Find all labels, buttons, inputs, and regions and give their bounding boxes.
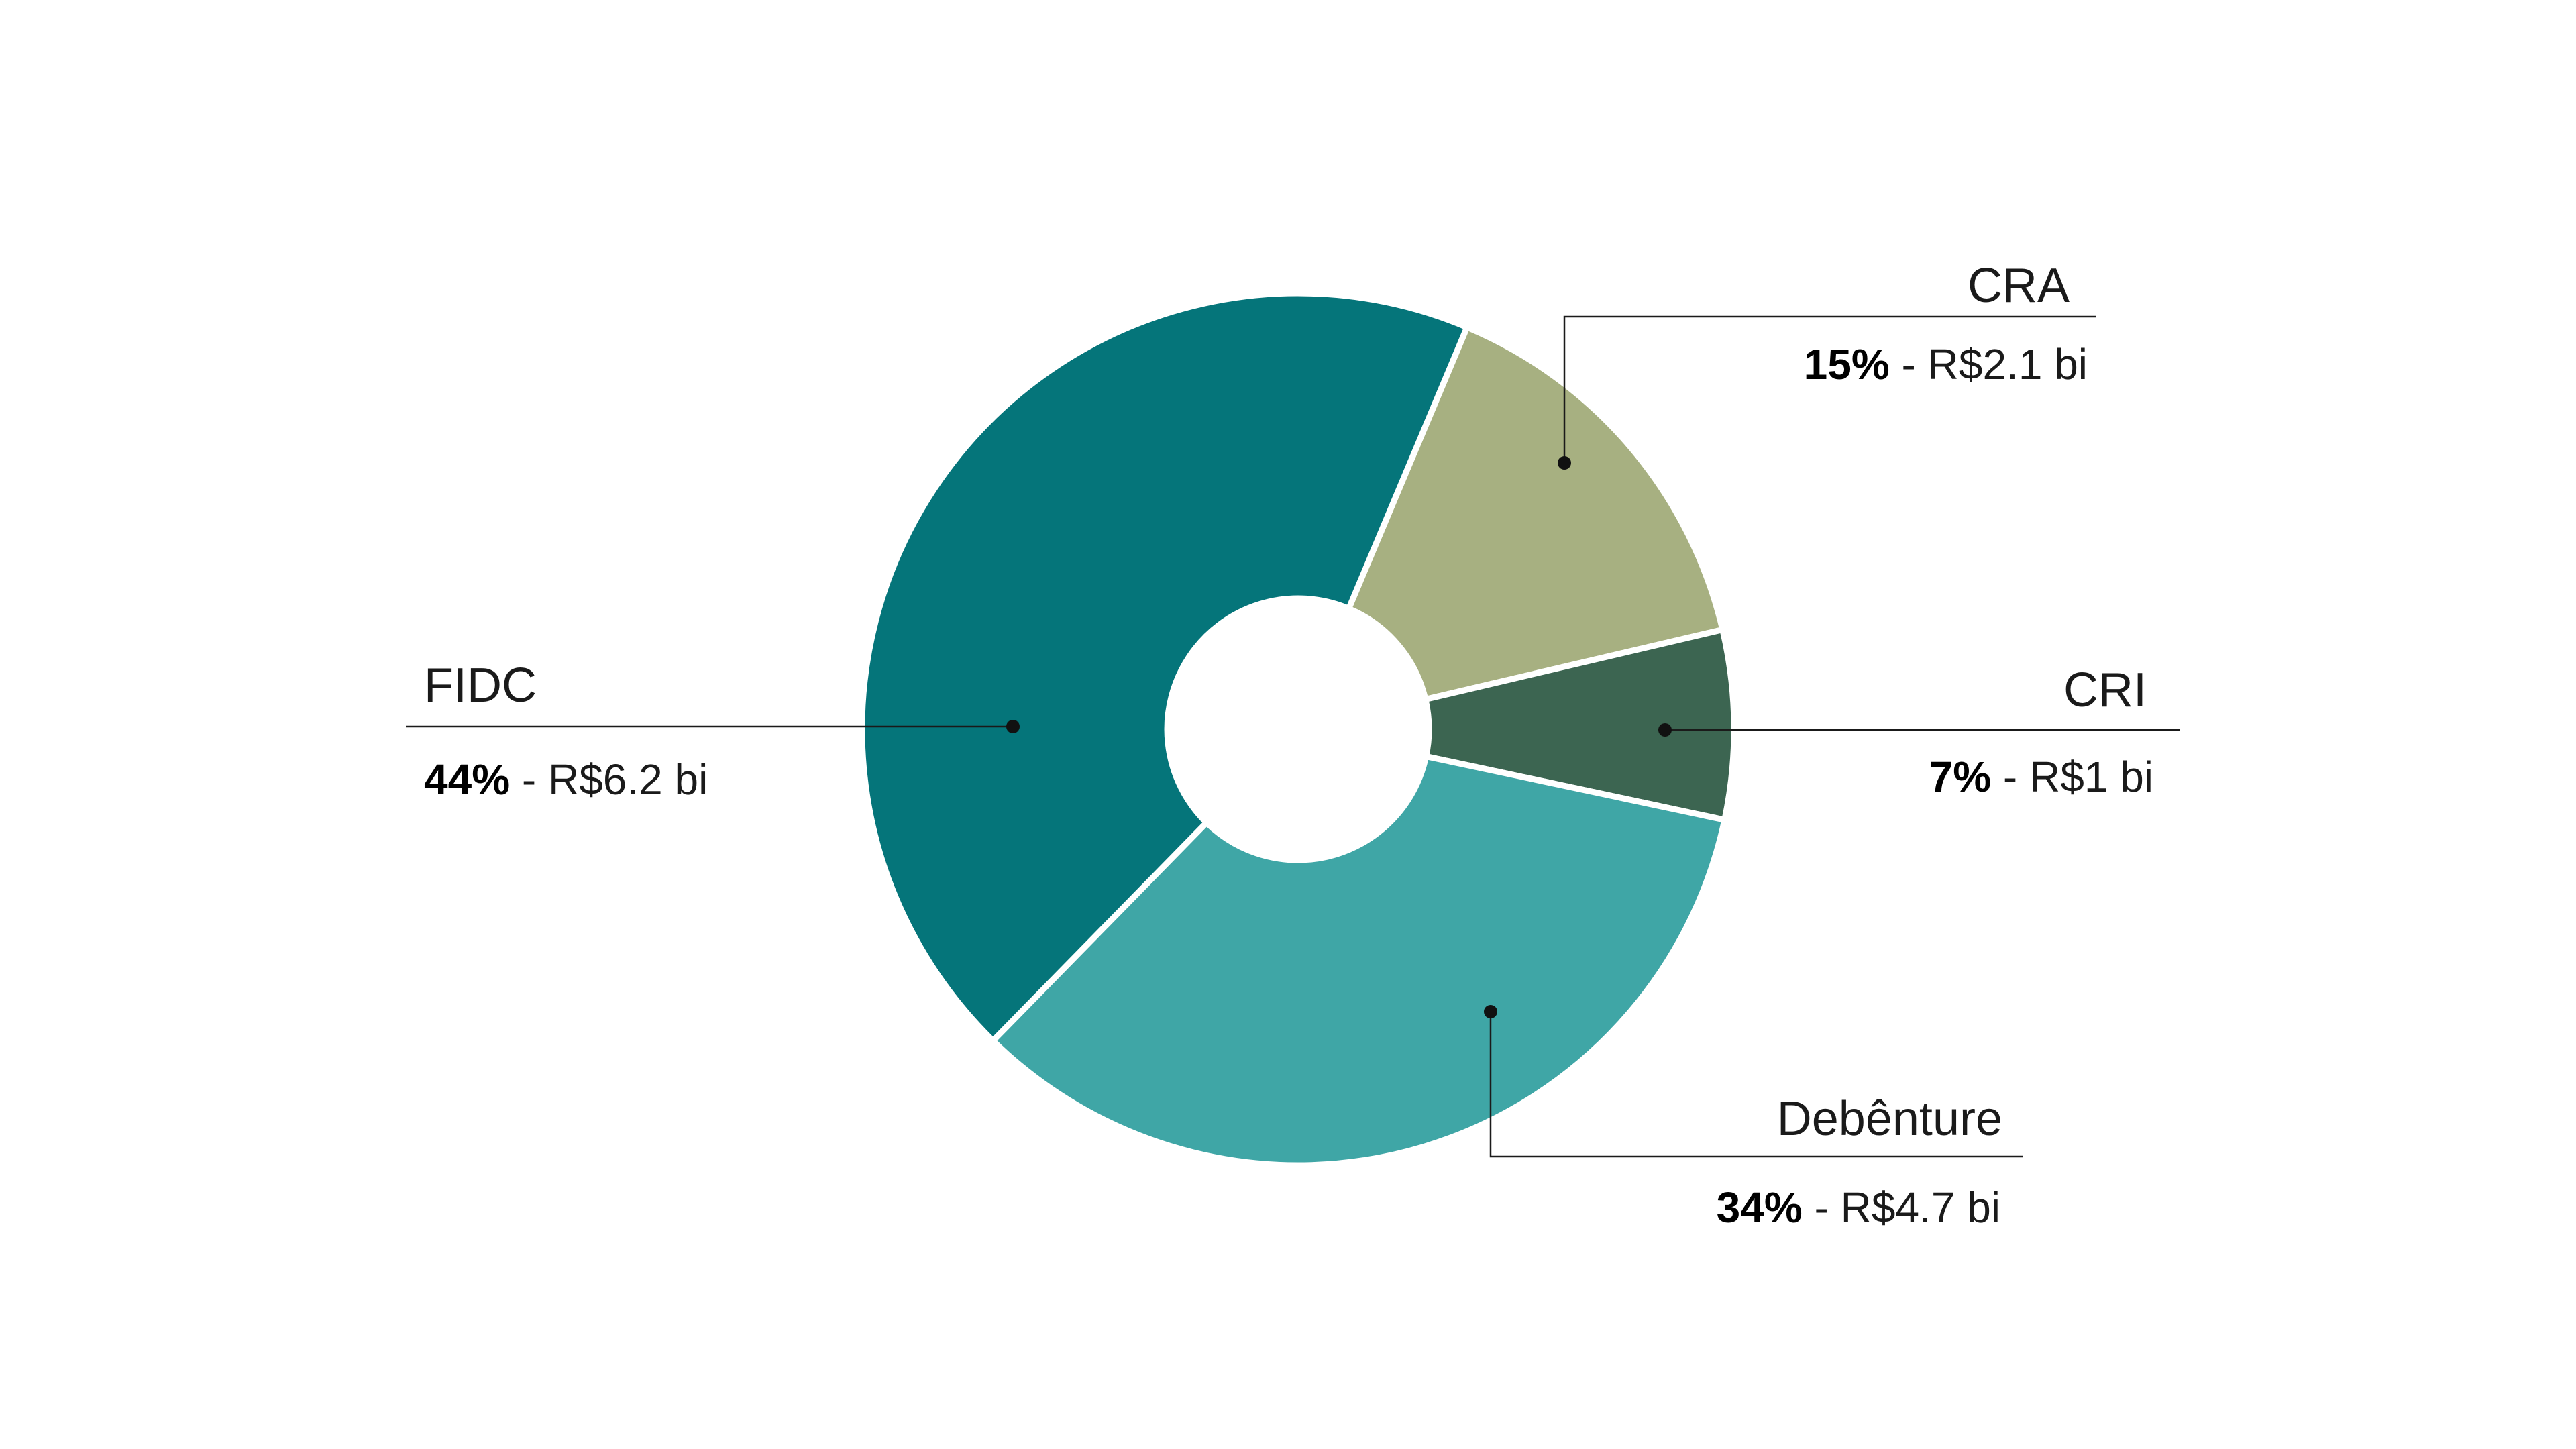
value-separator: - <box>1803 1183 1841 1232</box>
leader-dot-debenture <box>1484 1005 1497 1018</box>
slice-value-fidc: 44% - R$6.2 bi <box>424 755 708 804</box>
leader-dot-cri <box>1658 723 1672 737</box>
slice-percent-fidc: 44% <box>424 755 510 804</box>
value-separator: - <box>510 755 548 804</box>
slice-value-cri: 7% - R$1 bi <box>1929 753 2153 801</box>
slice-debenture <box>989 753 1728 1169</box>
value-separator: - <box>1991 753 2029 801</box>
slice-labels: CRA 15% - R$2.1 bi CRI 7% - R$1 bi Debên… <box>406 259 2180 1232</box>
label-group-debenture: Debênture 34% - R$4.7 bi <box>1484 1005 2023 1232</box>
slice-amount-cri: R$1 bi <box>2029 753 2153 801</box>
slice-label-debenture: Debênture <box>1777 1092 2002 1146</box>
donut-slices <box>859 290 1737 1169</box>
slice-percent-cra: 15% <box>1804 340 1890 388</box>
leader-line-cra <box>1563 315 2096 463</box>
slice-percent-cri: 7% <box>1929 753 1992 801</box>
slice-value-debenture: 34% - R$4.7 bi <box>1717 1183 2000 1232</box>
leader-dot-fidc <box>1006 720 1020 733</box>
slice-fidc <box>859 290 1470 1044</box>
slice-label-fidc: FIDC <box>424 659 537 712</box>
leader-dot-cra <box>1558 456 1571 470</box>
slice-amount-fidc: R$6.2 bi <box>548 755 708 804</box>
slice-amount-debenture: R$4.7 bi <box>1841 1183 2000 1232</box>
slice-percent-debenture: 34% <box>1717 1183 1803 1232</box>
label-group-cra: CRA 15% - R$2.1 bi <box>1558 259 2096 470</box>
value-separator: - <box>1890 340 1928 388</box>
label-group-fidc: FIDC 44% - R$6.2 bi <box>406 659 1020 804</box>
slice-label-cra: CRA <box>1968 259 2070 313</box>
slice-cra <box>1346 324 1726 702</box>
label-group-cri: CRI 7% - R$1 bi <box>1658 663 2180 801</box>
slice-label-cri: CRI <box>2063 663 2147 717</box>
slice-value-cra: 15% - R$2.1 bi <box>1804 340 2088 388</box>
slice-amount-cra: R$2.1 bi <box>1928 340 2088 388</box>
leader-line-debenture <box>1489 1012 2023 1158</box>
